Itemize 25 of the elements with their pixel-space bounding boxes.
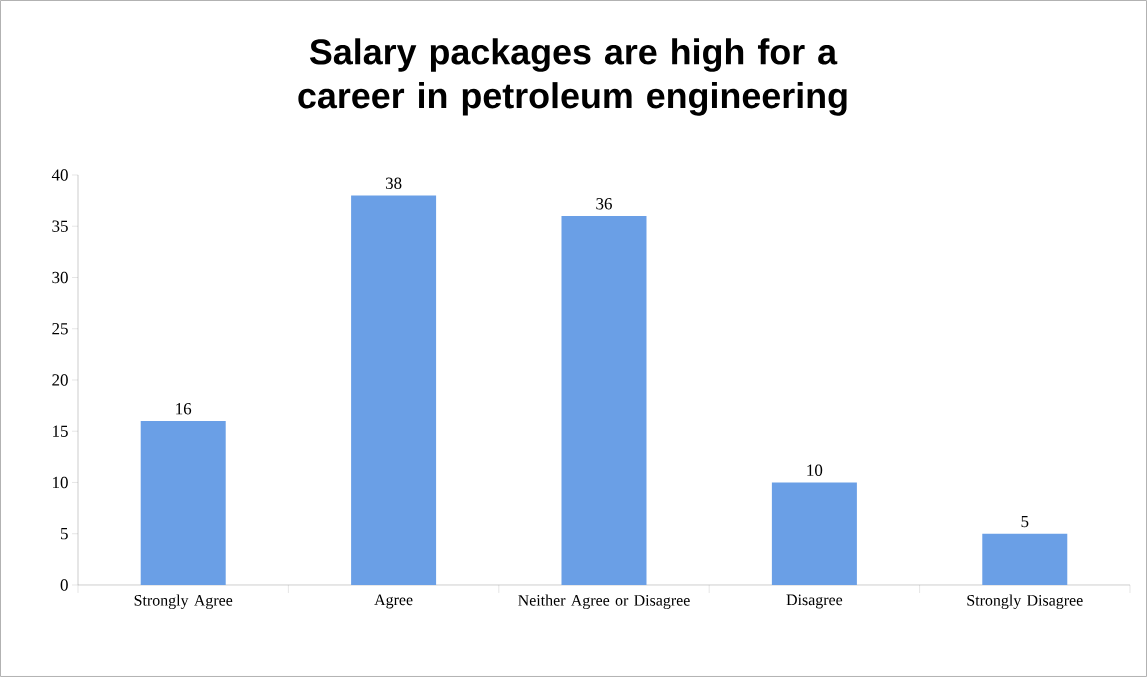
- y-tick-label: 0: [60, 579, 68, 591]
- data-label: 10: [807, 464, 823, 476]
- y-tick-label: 35: [52, 220, 68, 232]
- bar: [351, 195, 437, 585]
- y-tick-label: 25: [52, 323, 68, 335]
- x-tick-label: Disagree: [786, 594, 843, 609]
- bar: [140, 420, 226, 585]
- y-tick-label: 20: [52, 374, 68, 386]
- bar: [561, 215, 647, 585]
- x-tick-label: Strongly Disagree: [967, 594, 1083, 609]
- y-tick-label: 30: [52, 271, 68, 284]
- y-tick-label: 5: [61, 528, 68, 540]
- chart-title: Salary packages are high for a career in petroleum engineering: [298, 38, 847, 116]
- x-tick-label: Neither Agree or Disagree: [518, 594, 690, 609]
- data-label: 16: [176, 403, 192, 415]
- y-tick-label: 10: [53, 476, 68, 489]
- y-tick-label: 15: [53, 425, 68, 437]
- data-label: 38: [385, 177, 402, 189]
- x-tick-label: Agree: [374, 594, 413, 609]
- x-tick-label: Strongly Agree: [134, 594, 233, 609]
- data-label: 36: [596, 198, 612, 210]
- data-label: 5: [1021, 515, 1029, 528]
- y-tick-label: 40: [51, 169, 68, 181]
- bar: [982, 533, 1068, 585]
- bar: [771, 482, 857, 585]
